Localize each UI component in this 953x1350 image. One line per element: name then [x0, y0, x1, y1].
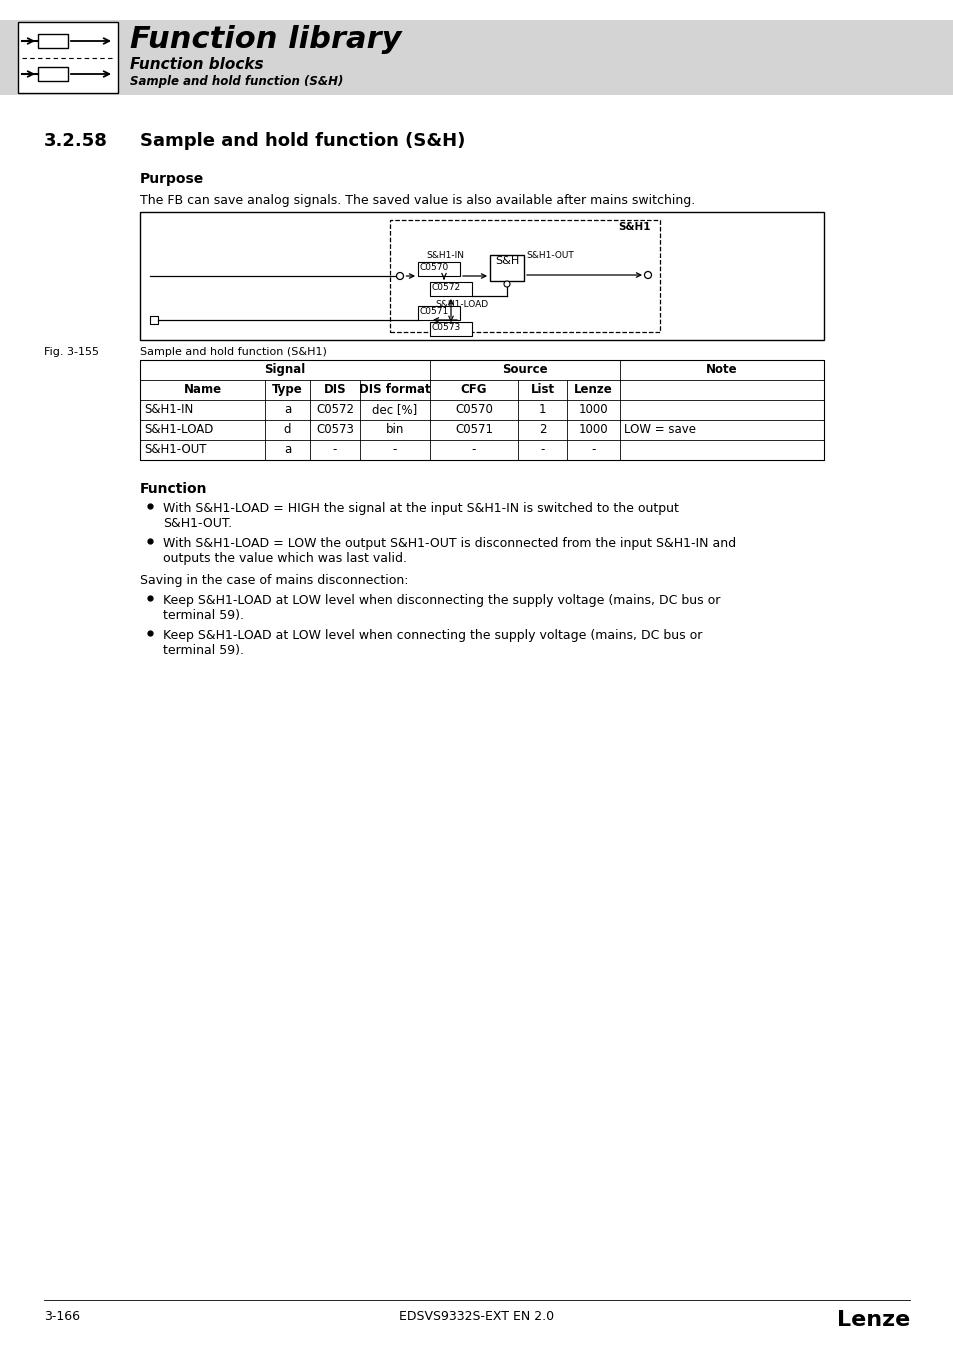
Bar [0, 20, 953, 95]
Circle shape [503, 281, 510, 288]
Text: C0570: C0570 [455, 404, 493, 416]
Text: terminal 59).: terminal 59). [163, 609, 244, 622]
Bar [490, 255, 523, 281]
Text: -: - [539, 443, 544, 456]
Text: EDSVS9332S-EXT EN 2.0: EDSVS9332S-EXT EN 2.0 [399, 1310, 554, 1323]
Text: Lenze: Lenze [574, 383, 612, 396]
Text: The FB can save analog signals. The saved value is also available after mains sw: The FB can save analog signals. The save… [140, 194, 695, 207]
Text: S&H1: S&H1 [618, 221, 650, 232]
Text: Sample and hold function (S&H): Sample and hold function (S&H) [130, 76, 343, 88]
Text: With S&H1-LOAD = HIGH the signal at the input S&H1-IN is switched to the output: With S&H1-LOAD = HIGH the signal at the … [163, 502, 679, 514]
Text: Signal: Signal [264, 363, 305, 377]
Text: 1000: 1000 [578, 423, 608, 436]
Text: 3.2.58: 3.2.58 [44, 132, 108, 150]
Text: C0570: C0570 [419, 263, 449, 271]
Text: DIS format: DIS format [359, 383, 431, 396]
Text: C0572: C0572 [315, 404, 354, 416]
Text: C0573: C0573 [432, 323, 460, 332]
Text: With S&H1-LOAD = LOW the output S&H1-OUT is disconnected from the input S&H1-IN : With S&H1-LOAD = LOW the output S&H1-OUT… [163, 537, 736, 549]
Bar [140, 212, 823, 340]
Text: d: d [283, 423, 291, 436]
Text: bin: bin [385, 423, 404, 436]
Text: a: a [284, 404, 291, 416]
Bar [430, 282, 472, 296]
Text: S&H1-IN: S&H1-IN [426, 251, 463, 261]
Text: S&H1-OUT: S&H1-OUT [144, 443, 206, 456]
Text: a: a [284, 443, 291, 456]
Bar [417, 306, 459, 320]
Text: Fig. 3-155: Fig. 3-155 [44, 347, 99, 356]
Text: S&H: S&H [495, 256, 518, 266]
Text: -: - [591, 443, 595, 456]
Text: 3-166: 3-166 [44, 1310, 80, 1323]
Text: Lenze: Lenze [836, 1310, 909, 1330]
Text: Note: Note [705, 363, 737, 377]
Bar [430, 323, 472, 336]
Circle shape [396, 273, 403, 279]
Text: -: - [472, 443, 476, 456]
Text: C0572: C0572 [432, 284, 460, 292]
Text: CFG: CFG [460, 383, 487, 396]
Bar [140, 360, 823, 460]
Text: outputs the value which was last valid.: outputs the value which was last valid. [163, 552, 407, 566]
Text: Function: Function [140, 482, 208, 495]
Text: S&H1-LOAD: S&H1-LOAD [435, 300, 488, 309]
Text: Source: Source [501, 363, 547, 377]
Text: C0573: C0573 [315, 423, 354, 436]
Bar [18, 22, 118, 93]
Text: Function library: Function library [130, 26, 401, 54]
Bar [38, 34, 68, 49]
Text: Sample and hold function (S&H): Sample and hold function (S&H) [140, 132, 465, 150]
Text: C0571: C0571 [455, 423, 493, 436]
Text: S&H1-IN: S&H1-IN [144, 404, 193, 416]
Bar [417, 262, 459, 275]
Text: 2: 2 [538, 423, 546, 436]
Text: Type: Type [272, 383, 302, 396]
Text: terminal 59).: terminal 59). [163, 644, 244, 657]
Text: 1000: 1000 [578, 404, 608, 416]
Bar [390, 220, 659, 332]
Text: S&H1-OUT: S&H1-OUT [525, 251, 573, 261]
Text: Name: Name [183, 383, 221, 396]
Text: Purpose: Purpose [140, 171, 204, 186]
Text: -: - [333, 443, 336, 456]
Text: Function blocks: Function blocks [130, 57, 263, 72]
Text: S&H1-OUT.: S&H1-OUT. [163, 517, 232, 531]
Text: DIS: DIS [323, 383, 346, 396]
Text: Keep S&H1-LOAD at LOW level when disconnecting the supply voltage (mains, DC bus: Keep S&H1-LOAD at LOW level when disconn… [163, 594, 720, 608]
Text: -: - [393, 443, 396, 456]
Circle shape [644, 271, 651, 278]
Text: Saving in the case of mains disconnection:: Saving in the case of mains disconnectio… [140, 574, 408, 587]
Text: List: List [530, 383, 554, 396]
Bar [150, 316, 158, 324]
Text: LOW = save: LOW = save [623, 423, 696, 436]
Text: Keep S&H1-LOAD at LOW level when connecting the supply voltage (mains, DC bus or: Keep S&H1-LOAD at LOW level when connect… [163, 629, 701, 643]
Text: 1: 1 [538, 404, 546, 416]
Text: C0571: C0571 [419, 306, 449, 316]
Bar [38, 68, 68, 81]
Text: S&H1-LOAD: S&H1-LOAD [144, 423, 213, 436]
Text: Sample and hold function (S&H1): Sample and hold function (S&H1) [140, 347, 327, 356]
Text: dec [%]: dec [%] [372, 404, 417, 416]
